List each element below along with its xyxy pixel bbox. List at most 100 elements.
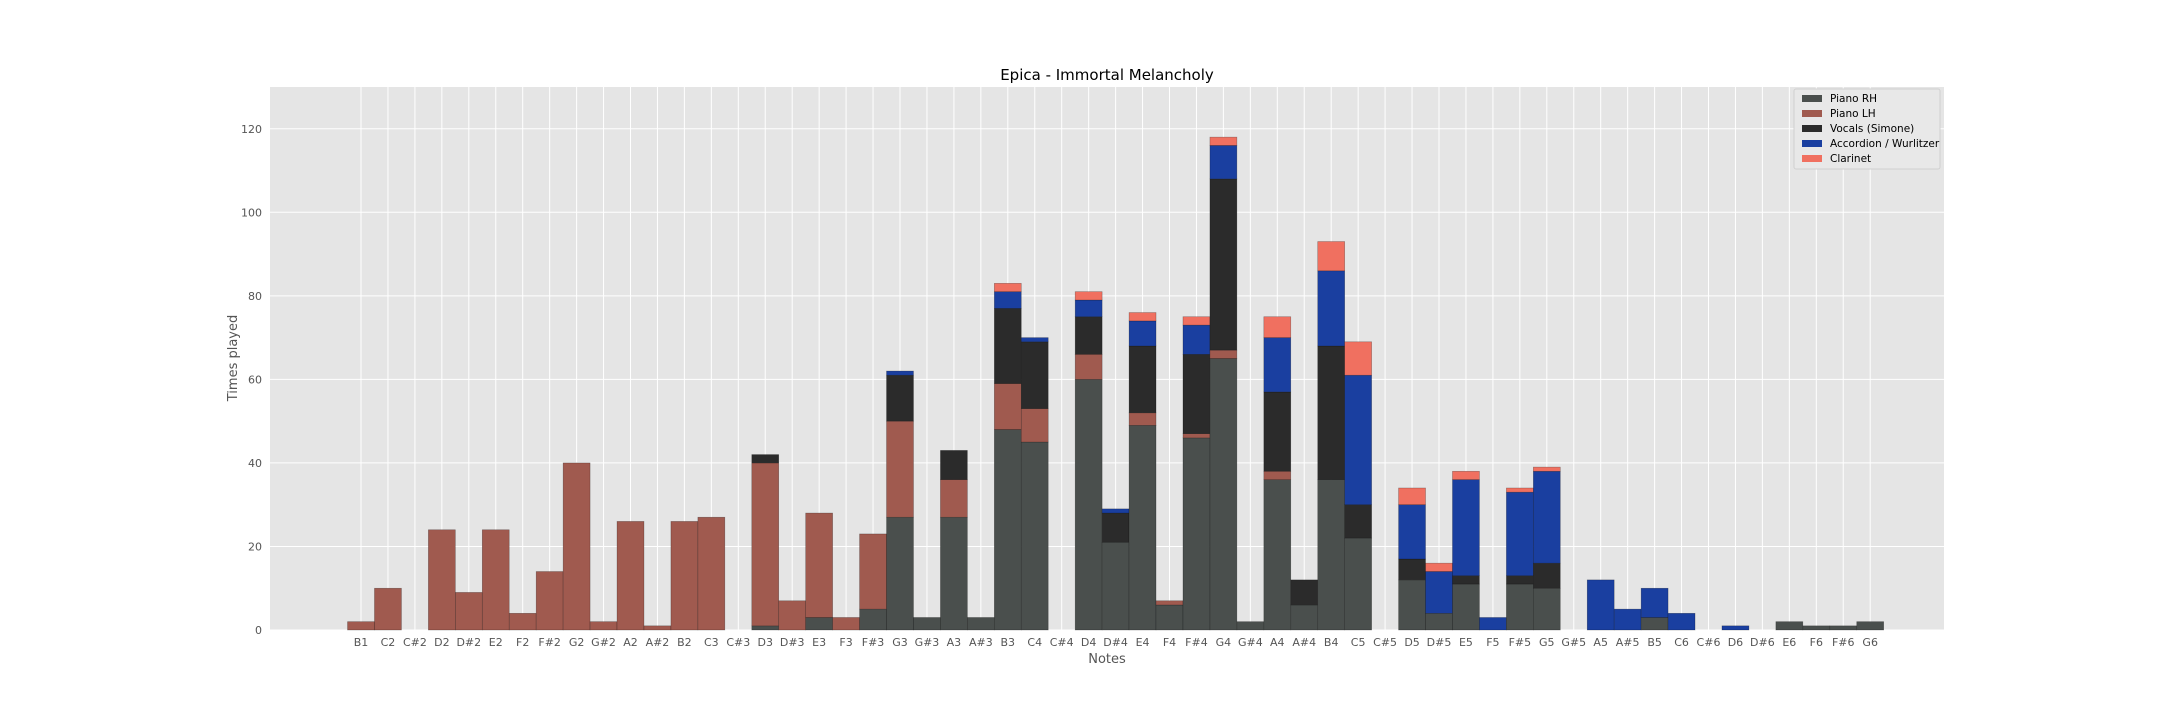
bar-segment <box>1074 291 1103 301</box>
bar-segment <box>994 291 1022 309</box>
legend-swatch <box>1802 110 1822 117</box>
legend-box <box>1793 88 1941 170</box>
x-tick-label: A#4 <box>1292 636 1316 649</box>
bar-segment <box>1775 621 1804 631</box>
x-tick-label: A#2 <box>646 636 670 649</box>
bar-segment <box>1479 617 1507 631</box>
x-tick-label: F#4 <box>1185 636 1208 649</box>
bar-segment <box>913 617 941 631</box>
bar-segment <box>1317 345 1345 480</box>
bar-segment <box>374 587 402 631</box>
bar-segment <box>1209 178 1238 351</box>
bar-segment <box>832 617 860 631</box>
x-tick-label: D2 <box>434 636 449 649</box>
bar-segment <box>778 600 806 631</box>
legend-swatch <box>1802 155 1822 162</box>
legend-swatch <box>1802 95 1822 102</box>
bar-segment <box>562 462 591 631</box>
bar-segment <box>1452 583 1480 631</box>
x-tick-label: C2 <box>381 636 396 649</box>
x-tick-label: E3 <box>812 636 826 649</box>
bar-segment <box>1640 587 1669 618</box>
x-tick-label: C#5 <box>1373 636 1397 649</box>
bar-segment <box>428 529 456 631</box>
x-tick-label: F5 <box>1486 636 1499 649</box>
x-tick-label: G2 <box>569 636 585 649</box>
bar-segment <box>1020 408 1049 443</box>
legend-entry: Piano LH <box>1830 108 1876 120</box>
bar-segment <box>967 617 995 631</box>
bar-segment <box>1721 625 1750 631</box>
bar-segment <box>670 521 699 631</box>
bar-segment <box>994 283 1022 292</box>
x-tick-labels: B1 C2 C#2 D2 D#2 E2 F2 F#2 G2 G#2 A2 A#2 B2 C3 C#3 D3 D#… <box>354 636 1878 649</box>
x-tick-label: B3 <box>1001 636 1016 649</box>
bar-segment <box>1182 324 1211 355</box>
legend-entry: Vocals (Simone) <box>1830 123 1914 135</box>
bar-segment <box>1263 391 1292 472</box>
y-tick-label: 80 <box>248 290 262 303</box>
chart-title: Epica - Immortal Melancholy <box>1000 66 1214 84</box>
bar-segment <box>1829 625 1858 631</box>
legend-entry: Clarinet <box>1830 153 1871 165</box>
x-tick-label: G5 <box>1539 636 1555 649</box>
bar-segment <box>1290 579 1319 606</box>
x-tick-label: D5 <box>1404 636 1419 649</box>
x-tick-label: C3 <box>704 636 719 649</box>
bar-segment <box>1802 625 1831 631</box>
x-tick-label: G#2 <box>591 636 616 649</box>
bar-segment <box>1182 354 1211 434</box>
x-tick-label: D#4 <box>1103 636 1128 649</box>
x-tick-label: A#3 <box>969 636 993 649</box>
bar-segment <box>1155 600 1184 606</box>
x-tick-label: A5 <box>1593 636 1608 649</box>
bar-segment <box>1452 470 1480 480</box>
x-tick-label: B2 <box>677 636 692 649</box>
bar-segment <box>481 529 510 631</box>
x-tick-label: D4 <box>1081 636 1096 649</box>
x-tick-label: F#6 <box>1832 636 1855 649</box>
legend: Piano RH Piano LH Vocals (Simone) Accordion… <box>1793 88 1941 170</box>
x-tick-label: A2 <box>623 636 638 649</box>
bar-segment <box>1613 608 1642 631</box>
bar-segment <box>1506 491 1534 576</box>
bar-segment <box>1506 487 1534 493</box>
bar-segment <box>589 621 618 631</box>
bar-segment <box>1209 358 1238 631</box>
bar-segment <box>535 571 564 631</box>
x-tick-label: C#4 <box>1050 636 1074 649</box>
bar-segment <box>1425 571 1453 614</box>
bar-segment <box>1506 575 1534 585</box>
bar-segment <box>1425 562 1453 572</box>
x-tick-label: G4 <box>1216 636 1232 649</box>
x-tick-label: C#2 <box>403 636 427 649</box>
bar-segment <box>1398 579 1426 631</box>
bar-segment <box>886 374 914 422</box>
bars <box>347 136 1884 631</box>
bar-segment <box>1236 621 1265 631</box>
bar-segment <box>805 512 833 618</box>
bar-segment <box>886 420 914 518</box>
bar-segment <box>1020 341 1049 409</box>
x-tick-label: F#3 <box>862 636 885 649</box>
y-tick-labels: 0 20 40 60 80 100 120 <box>241 123 262 637</box>
bar-segment <box>1640 617 1669 631</box>
bar-segment <box>1533 562 1561 589</box>
x-tick-label: C#3 <box>726 636 750 649</box>
bar-segment <box>1344 374 1372 505</box>
x-tick-label: D3 <box>758 636 773 649</box>
bar-segment <box>994 383 1022 430</box>
bar-segment <box>697 516 726 631</box>
bar-segment <box>1209 136 1238 146</box>
x-tick-label: A3 <box>947 636 962 649</box>
bar-segment <box>1020 441 1049 631</box>
bar-segment <box>643 625 672 631</box>
bar-segment <box>1263 470 1292 480</box>
x-tick-label: G#3 <box>915 636 940 649</box>
bar-segment <box>751 454 780 464</box>
bar-segment <box>1317 479 1345 631</box>
legend-swatch <box>1802 125 1822 132</box>
bar-segment <box>1128 425 1157 631</box>
bar-segment <box>1128 412 1157 426</box>
bar-segment <box>1182 316 1211 326</box>
